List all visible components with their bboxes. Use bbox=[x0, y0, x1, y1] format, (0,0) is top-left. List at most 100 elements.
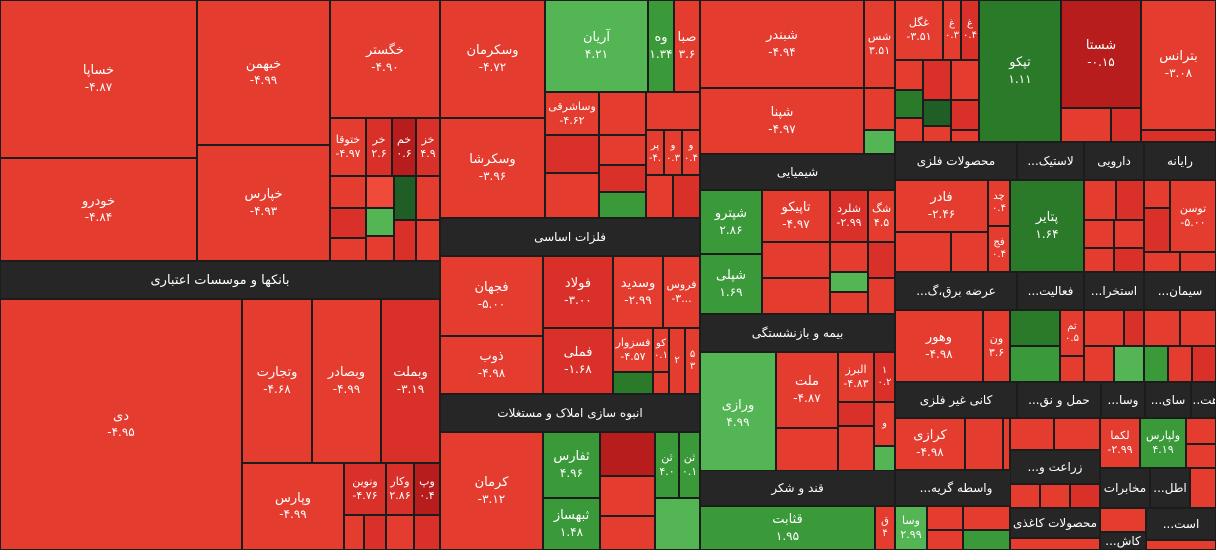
stock-tile[interactable]: خگستر -۴.۹۰ bbox=[330, 0, 440, 118]
stock-tile[interactable]: وسا ۲.۹۹ bbox=[895, 506, 927, 550]
stock-tile[interactable]: وه ۱.۳۴ bbox=[648, 0, 674, 92]
stock-tile[interactable] bbox=[394, 220, 416, 261]
stock-tile[interactable]: وپ ۰.۴ bbox=[414, 463, 440, 515]
stock-tile[interactable]: ختوقا -۴.۹۷ bbox=[330, 118, 366, 176]
stock-tile[interactable]: شپنا -۴.۹۷ bbox=[700, 88, 864, 154]
stock-tile[interactable] bbox=[646, 92, 700, 130]
stock-tile[interactable] bbox=[1010, 346, 1060, 382]
stock-tile[interactable]: تم ۰.۵ bbox=[1060, 310, 1084, 356]
stock-tile[interactable] bbox=[923, 60, 951, 100]
stock-tile[interactable] bbox=[330, 176, 366, 208]
stock-tile[interactable] bbox=[330, 208, 366, 238]
stock-tile[interactable] bbox=[1054, 418, 1100, 450]
stock-tile[interactable] bbox=[838, 426, 874, 476]
stock-tile[interactable]: خم ۰.۶ bbox=[392, 118, 416, 176]
stock-tile[interactable]: لکما -۲.۹۹ bbox=[1100, 418, 1140, 468]
stock-tile[interactable] bbox=[1070, 484, 1100, 508]
stock-tile[interactable]: وسدید -۲.۹۹ bbox=[613, 256, 663, 328]
stock-tile[interactable] bbox=[1192, 346, 1216, 382]
stock-tile[interactable] bbox=[963, 506, 1010, 530]
stock-tile[interactable] bbox=[895, 232, 951, 272]
stock-tile[interactable] bbox=[1116, 180, 1144, 220]
stock-tile[interactable] bbox=[951, 130, 979, 142]
stock-tile[interactable]: خساپا -۴.۸۷ bbox=[0, 0, 197, 158]
stock-tile[interactable] bbox=[1186, 418, 1216, 444]
stock-tile[interactable] bbox=[927, 530, 963, 550]
stock-tile[interactable]: وساشرقی -۴.۶۲ bbox=[545, 92, 599, 135]
stock-tile[interactable]: خبهمن -۴.۹۹ bbox=[197, 0, 330, 145]
stock-tile[interactable]: فملی -۱.۶۸ bbox=[543, 328, 613, 394]
stock-tile[interactable]: شستا -۰.۱۵ bbox=[1061, 0, 1141, 108]
stock-tile[interactable] bbox=[1144, 252, 1180, 272]
stock-tile[interactable] bbox=[545, 173, 599, 218]
stock-tile[interactable] bbox=[416, 220, 440, 261]
stock-tile[interactable] bbox=[1114, 346, 1144, 382]
stock-tile[interactable] bbox=[1061, 108, 1111, 142]
stock-tile[interactable] bbox=[965, 418, 1003, 470]
stock-tile[interactable]: شپلی ۱.۶۹ bbox=[700, 254, 762, 314]
stock-tile[interactable] bbox=[1003, 418, 1010, 470]
stock-tile[interactable]: البرز -۴.۸۳ bbox=[838, 352, 874, 402]
stock-tile[interactable] bbox=[951, 60, 979, 100]
stock-tile[interactable] bbox=[895, 60, 923, 90]
stock-tile[interactable]: ون ۳.۶ bbox=[983, 310, 1010, 382]
stock-tile[interactable]: ولپارس ۴.۱۹ bbox=[1140, 418, 1186, 468]
stock-tile[interactable] bbox=[1180, 310, 1216, 346]
stock-tile[interactable] bbox=[330, 238, 366, 261]
stock-tile[interactable]: تاپیکو -۴.۹۷ bbox=[762, 190, 830, 242]
stock-tile[interactable] bbox=[1144, 346, 1168, 382]
stock-tile[interactable] bbox=[951, 100, 979, 130]
stock-tile[interactable] bbox=[394, 176, 416, 220]
stock-tile[interactable] bbox=[416, 176, 440, 220]
stock-tile[interactable]: شبندر -۴.۹۴ bbox=[700, 0, 864, 88]
stock-tile[interactable]: کرمان -۳.۱۲ bbox=[440, 432, 543, 550]
stock-tile[interactable]: ثن ۰.۱ bbox=[679, 432, 700, 498]
stock-tile[interactable] bbox=[545, 135, 599, 173]
stock-tile[interactable]: آریان ۴.۲۱ bbox=[545, 0, 648, 92]
stock-tile[interactable] bbox=[600, 516, 655, 550]
stock-tile[interactable]: ملت -۴.۸۷ bbox=[776, 352, 838, 428]
stock-tile[interactable] bbox=[646, 175, 673, 218]
stock-tile[interactable] bbox=[868, 242, 895, 278]
stock-tile[interactable]: صبا ۳.۶ bbox=[674, 0, 700, 92]
stock-tile[interactable] bbox=[366, 208, 394, 236]
stock-tile[interactable] bbox=[1084, 248, 1114, 272]
stock-tile[interactable] bbox=[655, 498, 700, 550]
stock-tile[interactable] bbox=[600, 432, 655, 476]
stock-tile[interactable]: وپارس -۴.۹۹ bbox=[242, 463, 344, 550]
stock-tile[interactable]: وبملت -۳.۱۹ bbox=[381, 299, 440, 463]
stock-tile[interactable]: شلرد -۲.۹۹ bbox=[830, 190, 868, 242]
stock-tile[interactable] bbox=[599, 135, 646, 165]
stock-tile[interactable]: خپارس -۴.۹۳ bbox=[197, 145, 330, 261]
stock-tile[interactable] bbox=[1084, 180, 1116, 220]
stock-tile[interactable] bbox=[830, 272, 868, 292]
stock-tile[interactable]: چد ۰.۴ bbox=[988, 180, 1010, 226]
stock-tile[interactable] bbox=[599, 165, 646, 192]
stock-tile[interactable] bbox=[1168, 346, 1192, 382]
stock-tile[interactable]: فروس -۳... bbox=[663, 256, 700, 328]
stock-tile[interactable] bbox=[364, 515, 386, 550]
stock-tile[interactable]: فسزوار -۴.۵۷ bbox=[613, 328, 653, 372]
stock-tile[interactable]: توسن -۵.۰۰ bbox=[1170, 180, 1216, 252]
stock-tile[interactable] bbox=[599, 92, 646, 135]
stock-tile[interactable] bbox=[895, 90, 923, 118]
stock-tile[interactable]: فجهان -۵.۰۰ bbox=[440, 256, 543, 336]
stock-tile[interactable] bbox=[1146, 540, 1216, 550]
stock-tile[interactable] bbox=[1186, 444, 1216, 468]
stock-tile[interactable] bbox=[951, 232, 988, 272]
stock-tile[interactable]: و ۰.۴ bbox=[682, 130, 700, 175]
stock-tile[interactable]: ۲ bbox=[669, 328, 685, 394]
stock-tile[interactable] bbox=[344, 515, 364, 550]
stock-tile[interactable] bbox=[366, 176, 394, 208]
stock-tile[interactable] bbox=[838, 402, 874, 426]
stock-tile[interactable]: ذوب -۴.۹۸ bbox=[440, 336, 543, 394]
stock-tile[interactable]: پر -۴. bbox=[646, 130, 664, 175]
stock-tile[interactable]: تپکو ۱.۱۱ bbox=[979, 0, 1061, 142]
stock-tile[interactable] bbox=[414, 515, 440, 550]
stock-tile[interactable] bbox=[1144, 310, 1180, 346]
stock-tile[interactable] bbox=[1060, 356, 1084, 382]
stock-tile[interactable]: وهور -۴.۹۸ bbox=[895, 310, 983, 382]
stock-tile[interactable]: بترانس -۳.۰۸ bbox=[1141, 0, 1216, 130]
